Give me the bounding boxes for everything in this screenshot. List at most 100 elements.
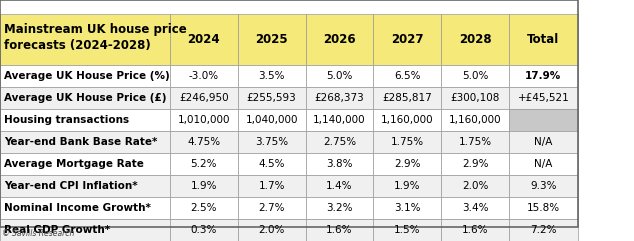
Text: Average Mortgage Rate: Average Mortgage Rate [4,159,145,169]
Bar [238,65,306,87]
Bar [170,131,238,153]
Bar [509,197,578,219]
Text: 1.4%: 1.4% [327,181,353,191]
Bar [441,109,509,131]
Text: 3.2%: 3.2% [327,203,353,213]
Text: 2025: 2025 [256,33,288,46]
Text: 1.6%: 1.6% [327,225,353,235]
Bar [306,14,373,65]
Bar [306,87,373,109]
Bar [306,175,373,197]
Text: 6.5%: 6.5% [394,71,420,81]
Bar [238,197,306,219]
Text: 2.0%: 2.0% [259,225,285,235]
Bar [441,175,509,197]
Text: 2.7%: 2.7% [259,203,285,213]
Bar [441,131,509,153]
Bar [0,14,170,65]
Bar [509,87,578,109]
Text: £285,817: £285,817 [382,93,432,103]
Text: 2.75%: 2.75% [323,137,356,147]
Bar [306,109,373,131]
Text: 5.0%: 5.0% [327,71,353,81]
Bar [373,175,441,197]
Text: £246,950: £246,950 [179,93,229,103]
Text: 1.5%: 1.5% [394,225,420,235]
Text: 1.7%: 1.7% [259,181,285,191]
Text: 7.2%: 7.2% [530,225,557,235]
Bar [441,87,509,109]
Text: 2026: 2026 [323,33,356,46]
Text: 5.2%: 5.2% [191,159,217,169]
Text: 3.8%: 3.8% [327,159,353,169]
Bar [170,175,238,197]
Text: © Savills Research: © Savills Research [2,229,74,238]
Text: -3.0%: -3.0% [189,71,219,81]
Text: 3.1%: 3.1% [394,203,420,213]
Text: 3.5%: 3.5% [259,71,285,81]
Text: 3.75%: 3.75% [255,137,288,147]
Bar [509,153,578,175]
Text: 1,140,000: 1,140,000 [313,115,366,125]
Text: 1.9%: 1.9% [394,181,420,191]
Text: Real GDP Growth*: Real GDP Growth* [4,225,110,235]
Text: 1,160,000: 1,160,000 [449,115,501,125]
Bar [0,153,170,175]
Bar [373,197,441,219]
Text: Average UK House Price (%): Average UK House Price (%) [4,71,170,81]
Text: £255,593: £255,593 [247,93,297,103]
Bar [170,197,238,219]
Text: 2.0%: 2.0% [462,181,488,191]
Text: 2.5%: 2.5% [191,203,217,213]
Text: 9.3%: 9.3% [530,181,557,191]
Bar [509,219,578,241]
Bar [441,14,509,65]
Bar [373,14,441,65]
Bar [509,65,578,87]
Bar [0,87,170,109]
Bar [0,65,170,87]
Text: £300,108: £300,108 [451,93,500,103]
Bar [238,219,306,241]
Bar [170,219,238,241]
Bar [238,175,306,197]
Bar [0,131,170,153]
Text: 1.75%: 1.75% [458,137,492,147]
Bar [441,219,509,241]
Bar [0,197,170,219]
Bar [238,14,306,65]
Text: 4.75%: 4.75% [187,137,221,147]
Text: 1,040,000: 1,040,000 [245,115,298,125]
Text: N/A: N/A [534,137,552,147]
Bar [373,109,441,131]
Bar [441,153,509,175]
Bar [0,219,170,241]
Text: Mainstream UK house price
forecasts (2024-2028): Mainstream UK house price forecasts (202… [4,23,187,52]
Text: Housing transactions: Housing transactions [4,115,129,125]
Text: £268,373: £268,373 [314,93,365,103]
Bar [306,65,373,87]
Bar [306,153,373,175]
Text: 4.5%: 4.5% [259,159,285,169]
Text: +£45,521: +£45,521 [517,93,569,103]
Text: Year-end Bank Base Rate*: Year-end Bank Base Rate* [4,137,158,147]
Text: 1.75%: 1.75% [391,137,424,147]
Bar [170,109,238,131]
Text: 2024: 2024 [188,33,220,46]
Text: N/A: N/A [534,159,552,169]
Bar [373,219,441,241]
Text: 15.8%: 15.8% [527,203,560,213]
Text: 5.0%: 5.0% [462,71,488,81]
Bar [373,131,441,153]
Text: Total: Total [527,33,559,46]
Bar [170,14,238,65]
Text: Average UK House Price (£): Average UK House Price (£) [4,93,167,103]
Text: 2.9%: 2.9% [462,159,488,169]
Text: 0.3%: 0.3% [191,225,217,235]
Text: 3.4%: 3.4% [462,203,488,213]
Bar [509,175,578,197]
Bar [441,197,509,219]
Bar [373,153,441,175]
Bar [509,109,578,131]
Text: Year-end CPI Inflation*: Year-end CPI Inflation* [4,181,138,191]
